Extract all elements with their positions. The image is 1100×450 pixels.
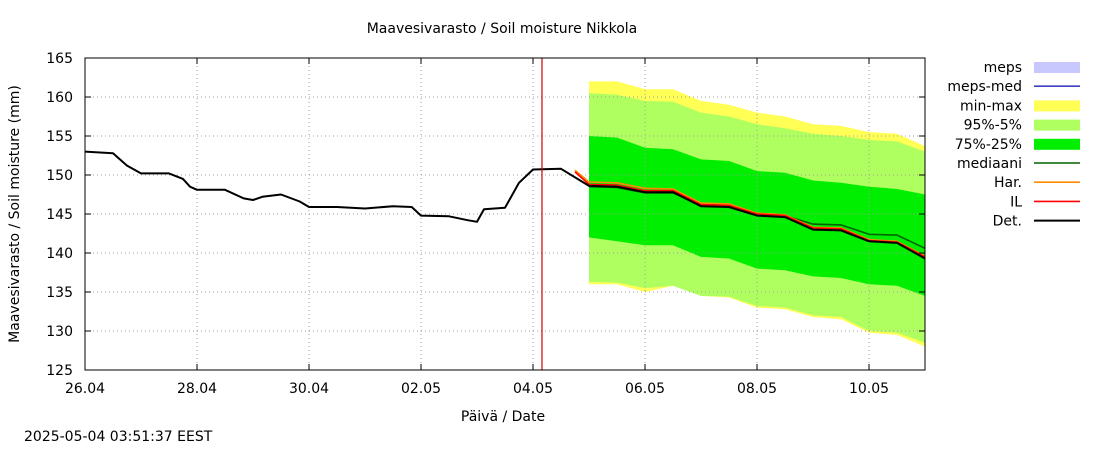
legend-label: meps-med xyxy=(947,79,1022,95)
y-axis-label: Maavesivarasto / Soil moisture (mm) xyxy=(7,85,23,343)
x-tick-label: 10.05 xyxy=(849,381,889,397)
legend-label: 75%-25% xyxy=(955,137,1022,153)
y-tick-label: 140 xyxy=(46,246,73,262)
series-det xyxy=(84,150,926,260)
legend-label: meps xyxy=(984,60,1022,76)
x-tick-label: 02.05 xyxy=(401,381,441,397)
generated-timestamp: 2025-05-04 03:51:37 EEST xyxy=(24,429,213,445)
legend-swatch xyxy=(1034,138,1080,150)
y-axis: 125 130 135 140 145 150 155 160 165 xyxy=(46,51,925,379)
legend-swatch xyxy=(1034,119,1080,131)
legend-label: IL xyxy=(1010,194,1022,210)
legend-swatch xyxy=(1034,62,1080,73)
x-axis: 26.04 28.04 30.04 02.05 04.05 06.05 08.05 10.05 xyxy=(65,58,889,397)
legend: meps meps-med min-max 95%-5% 75%-25% mediaani… xyxy=(947,60,1080,230)
legend-label: Har. xyxy=(994,175,1022,191)
y-tick-label: 160 xyxy=(46,90,73,106)
legend-swatch xyxy=(1034,100,1080,112)
legend-label: mediaani xyxy=(957,156,1022,172)
y-tick-label: 135 xyxy=(46,285,73,301)
x-tick-label: 06.05 xyxy=(625,381,665,397)
y-tick-label: 165 xyxy=(46,51,73,67)
legend-label: min-max xyxy=(960,98,1022,114)
x-axis-label: Päivä / Date xyxy=(461,409,545,425)
x-tick-label: 26.04 xyxy=(65,381,105,397)
plot-area xyxy=(84,57,926,371)
y-tick-label: 130 xyxy=(46,324,73,340)
x-tick-label: 04.05 xyxy=(513,381,553,397)
y-tick-label: 125 xyxy=(46,363,73,379)
legend-label: 95%-5% xyxy=(964,118,1022,134)
y-tick-label: 145 xyxy=(46,207,73,223)
x-tick-label: 28.04 xyxy=(177,381,217,397)
legend-label: Det. xyxy=(993,214,1022,230)
y-tick-label: 155 xyxy=(46,129,73,145)
x-tick-label: 30.04 xyxy=(289,381,329,397)
chart-title: Maavesivarasto / Soil moisture Nikkola xyxy=(367,21,638,37)
x-tick-label: 08.05 xyxy=(737,381,777,397)
y-tick-label: 150 xyxy=(46,168,73,184)
